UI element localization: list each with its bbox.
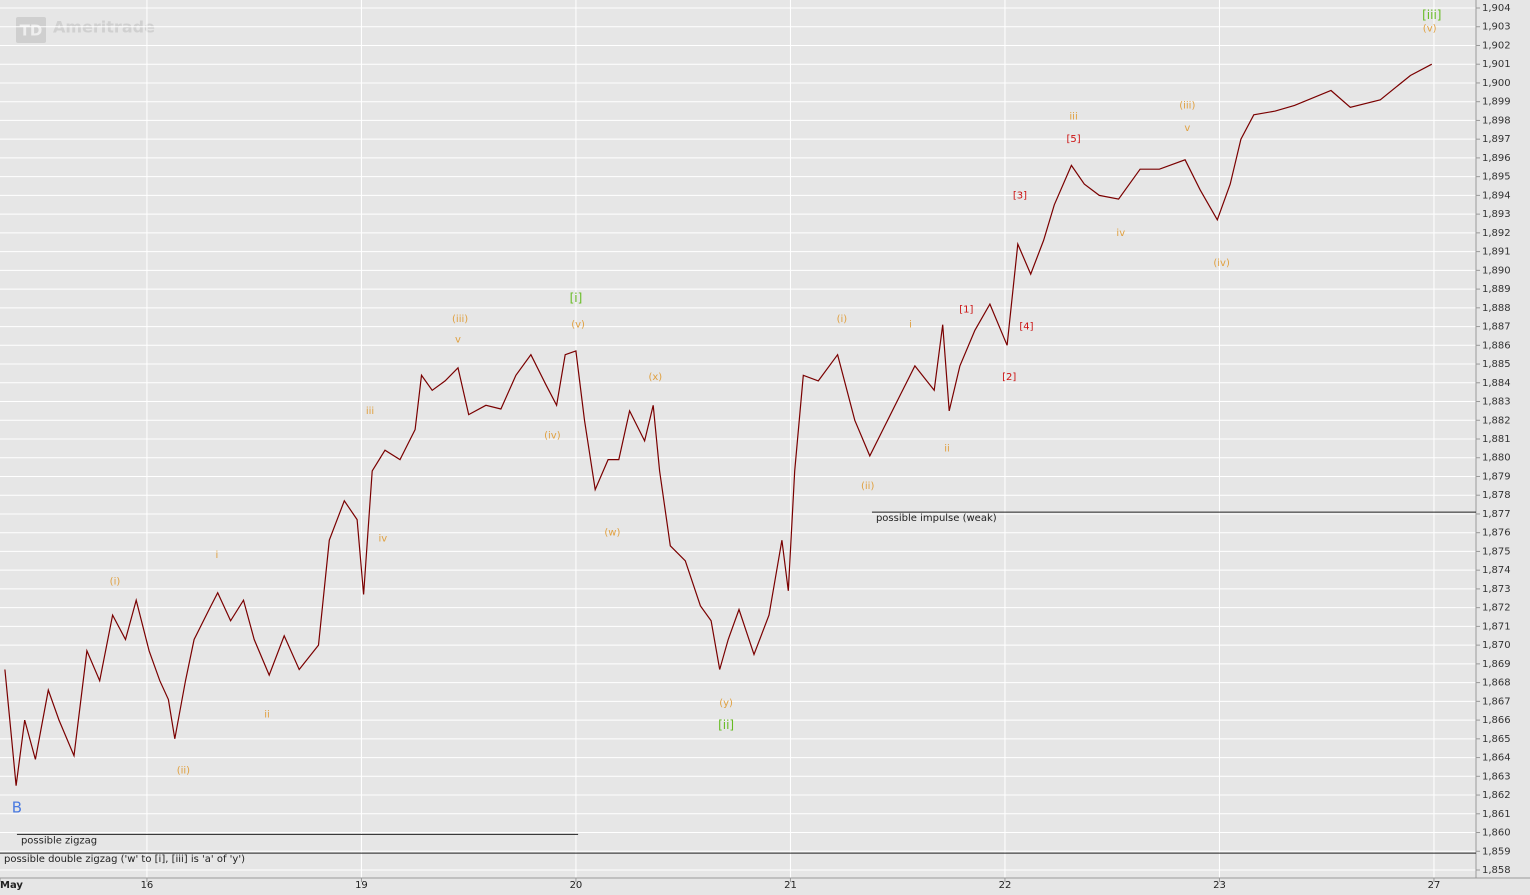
- y-tick-label: 1,890: [1482, 265, 1511, 276]
- level-label: possible double zigzag ('w' to [i], [iii…: [4, 854, 245, 865]
- y-tick-label: 1,895: [1482, 172, 1511, 183]
- wave-label: (i): [837, 314, 848, 325]
- wave-label: [5]: [1067, 134, 1081, 145]
- wave-label: i: [215, 550, 218, 561]
- y-tick-label: 1,877: [1482, 509, 1511, 520]
- y-tick-label: 1,898: [1482, 115, 1511, 126]
- y-tick-label: 1,859: [1482, 846, 1511, 857]
- wave-label: (iv): [1213, 258, 1230, 269]
- y-tick-label: 1,903: [1482, 22, 1511, 33]
- y-tick-label: 1,897: [1482, 134, 1511, 145]
- level-label: possible zigzag: [21, 835, 97, 846]
- y-tick-label: 1,904: [1482, 3, 1511, 14]
- y-tick-label: 1,870: [1482, 640, 1511, 651]
- y-tick-label: 1,892: [1482, 228, 1511, 239]
- y-tick-label: 1,881: [1482, 434, 1511, 445]
- y-tick-label: 1,875: [1482, 546, 1511, 557]
- y-tick-label: 1,874: [1482, 565, 1511, 576]
- y-tick-label: 1,889: [1482, 284, 1511, 295]
- wave-label: (iv): [544, 430, 561, 441]
- y-tick-label: 1,893: [1482, 209, 1511, 220]
- wave-label: i: [909, 320, 912, 331]
- wave-label: ii: [264, 709, 270, 720]
- x-tick-label: 27: [1428, 880, 1441, 891]
- y-tick-label: 1,901: [1482, 59, 1511, 70]
- y-tick-label: 1,862: [1482, 790, 1511, 801]
- watermark-logo: TD: [20, 22, 43, 40]
- wave-label: v: [455, 335, 461, 346]
- wave-label: (w): [604, 528, 620, 539]
- y-tick-label: 1,900: [1482, 78, 1511, 89]
- y-tick-label: 1,876: [1482, 528, 1511, 539]
- wave-label: (ii): [861, 481, 874, 492]
- wave-label: [1]: [959, 305, 973, 316]
- wave-label: (v): [1423, 24, 1437, 35]
- wave-label: [i]: [570, 291, 583, 305]
- y-tick-label: 1,869: [1482, 659, 1511, 670]
- wave-label: (iii): [452, 314, 468, 325]
- y-tick-label: 1,880: [1482, 453, 1511, 464]
- wave-label: [ii]: [718, 718, 734, 732]
- x-tick-label: May: [0, 880, 23, 891]
- y-tick-label: 1,872: [1482, 603, 1511, 614]
- wave-label: [4]: [1019, 322, 1033, 333]
- y-tick-label: 1,882: [1482, 415, 1511, 426]
- y-tick-label: 1,884: [1482, 378, 1511, 389]
- y-tick-label: 1,883: [1482, 397, 1511, 408]
- y-tick-label: 1,878: [1482, 490, 1511, 501]
- y-tick-label: 1,886: [1482, 340, 1511, 351]
- y-tick-label: 1,887: [1482, 322, 1511, 333]
- level-label: possible impulse (weak): [876, 513, 997, 524]
- y-tick-label: 1,899: [1482, 97, 1511, 108]
- x-tick-label: 23: [1213, 880, 1226, 891]
- wave-label: iv: [1116, 228, 1125, 239]
- wave-label: v: [1184, 123, 1190, 134]
- wave-label: [2]: [1002, 372, 1016, 383]
- y-tick-label: 1,879: [1482, 471, 1511, 482]
- y-tick-label: 1,860: [1482, 828, 1511, 839]
- y-tick-label: 1,885: [1482, 359, 1511, 370]
- y-tick-label: 1,863: [1482, 771, 1511, 782]
- y-tick-label: 1,871: [1482, 621, 1511, 632]
- x-tick-label: 16: [141, 880, 154, 891]
- x-tick-label: 21: [784, 880, 797, 891]
- y-tick-label: 1,888: [1482, 303, 1511, 314]
- y-tick-label: 1,864: [1482, 753, 1511, 764]
- y-tick-label: 1,861: [1482, 809, 1511, 820]
- wave-label: (v): [571, 320, 585, 331]
- y-tick-label: 1,868: [1482, 678, 1511, 689]
- y-tick-label: 1,873: [1482, 584, 1511, 595]
- x-tick-label: 20: [570, 880, 583, 891]
- wave-label: B: [12, 799, 22, 817]
- wave-label: ii: [944, 443, 950, 454]
- wave-label: (i): [110, 576, 121, 587]
- wave-label: (y): [719, 698, 733, 709]
- x-tick-label: 19: [355, 880, 368, 891]
- y-tick-label: 1,867: [1482, 696, 1511, 707]
- y-tick-label: 1,865: [1482, 734, 1511, 745]
- wave-label: [iii]: [1422, 8, 1441, 22]
- y-tick-label: 1,866: [1482, 715, 1511, 726]
- wave-label: [3]: [1013, 190, 1027, 201]
- wave-label: iii: [1069, 112, 1077, 123]
- wave-label: (iii): [1179, 100, 1195, 111]
- y-tick-label: 1,858: [1482, 865, 1511, 876]
- y-tick-label: 1,896: [1482, 153, 1511, 164]
- wave-label: (x): [648, 372, 662, 383]
- wave-label: (ii): [177, 766, 190, 777]
- price-line: [4, 63, 1433, 786]
- x-tick-label: 22: [999, 880, 1012, 891]
- y-tick-label: 1,891: [1482, 247, 1511, 258]
- wave-label: iv: [379, 533, 388, 544]
- y-tick-label: 1,902: [1482, 40, 1511, 51]
- wave-label: iii: [366, 406, 374, 417]
- logo-box: [16, 17, 46, 43]
- y-tick-label: 1,894: [1482, 190, 1511, 201]
